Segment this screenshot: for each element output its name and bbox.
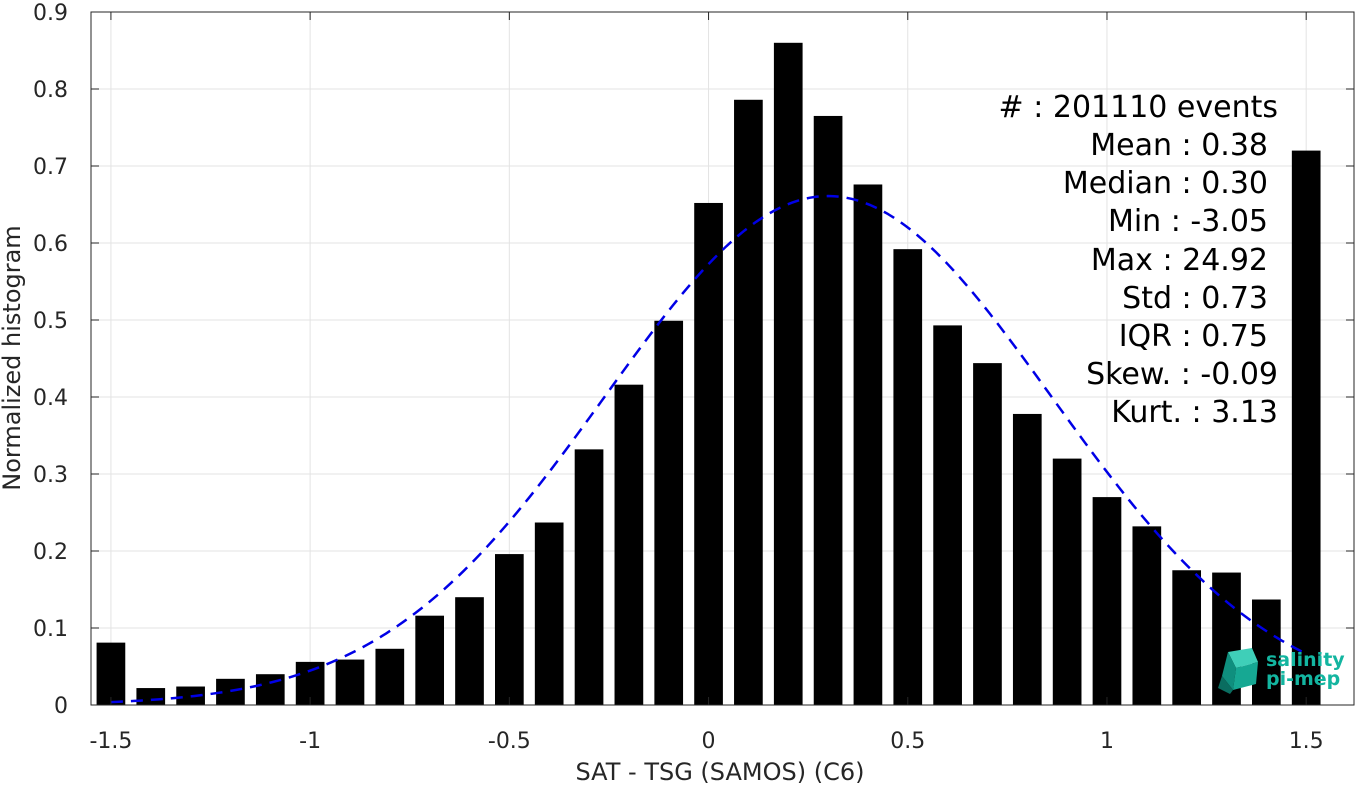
histogram-bar [1132, 526, 1162, 705]
stat-std: Std : 0.73 [1122, 281, 1268, 316]
y-tick-label: 0.2 [33, 540, 68, 565]
y-tick-label: 0.9 [33, 1, 68, 26]
y-tick-labels: 0 0.1 0.2 0.3 0.4 0.5 0.6 0.7 0.8 0.9 [33, 1, 68, 719]
x-tick-label: 1 [1100, 729, 1114, 754]
histogram-bar [415, 615, 445, 705]
x-tick-label: 0 [702, 729, 716, 754]
y-tick-label: 0 [54, 694, 68, 719]
x-tick-label: 1.5 [1289, 729, 1324, 754]
axis-ticks [91, 11, 1354, 706]
histogram-bar [455, 597, 484, 705]
y-tick-label: 0.3 [33, 463, 68, 488]
histogram-bar [534, 522, 564, 705]
histogram-bar [773, 42, 803, 706]
histogram-bar [694, 202, 723, 705]
y-axis-title: Normalized histogram [0, 225, 26, 490]
histogram-bar [495, 554, 524, 705]
histogram-bar [973, 363, 1002, 705]
x-tick-label: 0.5 [890, 729, 925, 754]
histogram-bar [1012, 413, 1042, 705]
stat-iqr: IQR : 0.75 [1119, 319, 1268, 354]
x-tick-label: -0.5 [488, 729, 531, 754]
y-tick-label: 0.5 [33, 309, 68, 334]
x-tick-label: -1.5 [89, 729, 132, 754]
stat-max: Max : 24.92 [1091, 243, 1268, 278]
fit-curve [110, 194, 1307, 704]
stats-annotation: # : 201110 events Mean : 0.38 Median : 0… [999, 90, 1278, 430]
histogram-bar [893, 249, 923, 705]
histogram-bar [136, 688, 166, 705]
logo-line-1: salinity [1266, 649, 1345, 671]
histogram-bar [335, 659, 365, 705]
stat-mean: Mean : 0.38 [1090, 128, 1268, 163]
histogram-bar [734, 99, 763, 705]
plot-frame [90, 11, 1355, 706]
histogram-bar [853, 184, 883, 706]
histogram-bar [375, 648, 405, 705]
logo-line-2: pi-mep [1266, 668, 1340, 690]
x-tick-labels: -1.5 -1 -0.5 0 0.5 1 1.5 [89, 729, 1323, 754]
salinity-pimep-logo: salinity pi-mep [1218, 648, 1345, 694]
x-tick-label: -1 [299, 729, 321, 754]
histogram-bar [1052, 458, 1082, 705]
stat-min: Min : -3.05 [1108, 204, 1268, 239]
stat-events: # : 201110 events [999, 90, 1278, 125]
histogram-bar [1252, 599, 1281, 705]
histogram-bar [813, 115, 843, 705]
y-tick-label: 0.6 [33, 232, 68, 257]
y-tick-label: 0.4 [33, 386, 68, 411]
histogram-bar [96, 642, 126, 705]
histogram-bar [1092, 497, 1122, 705]
histogram-bar [574, 449, 604, 705]
histogram-bar [654, 320, 684, 705]
histogram-bar [1172, 570, 1202, 705]
stat-kurt: Kurt. : 3.13 [1111, 395, 1278, 430]
histogram-bar [614, 384, 644, 705]
histogram-bar [933, 325, 962, 705]
cube-icon [1218, 648, 1258, 694]
y-tick-label: 0.8 [33, 78, 68, 103]
histogram-bar [1291, 150, 1321, 706]
y-tick-label: 0.7 [33, 155, 68, 180]
x-axis-title: SAT - TSG (SAMOS) (C6) [576, 758, 865, 785]
stat-median: Median : 0.30 [1063, 166, 1268, 201]
y-tick-label: 0.1 [33, 617, 68, 642]
stat-skew: Skew. : -0.09 [1086, 357, 1278, 392]
histogram-bar [176, 686, 205, 705]
